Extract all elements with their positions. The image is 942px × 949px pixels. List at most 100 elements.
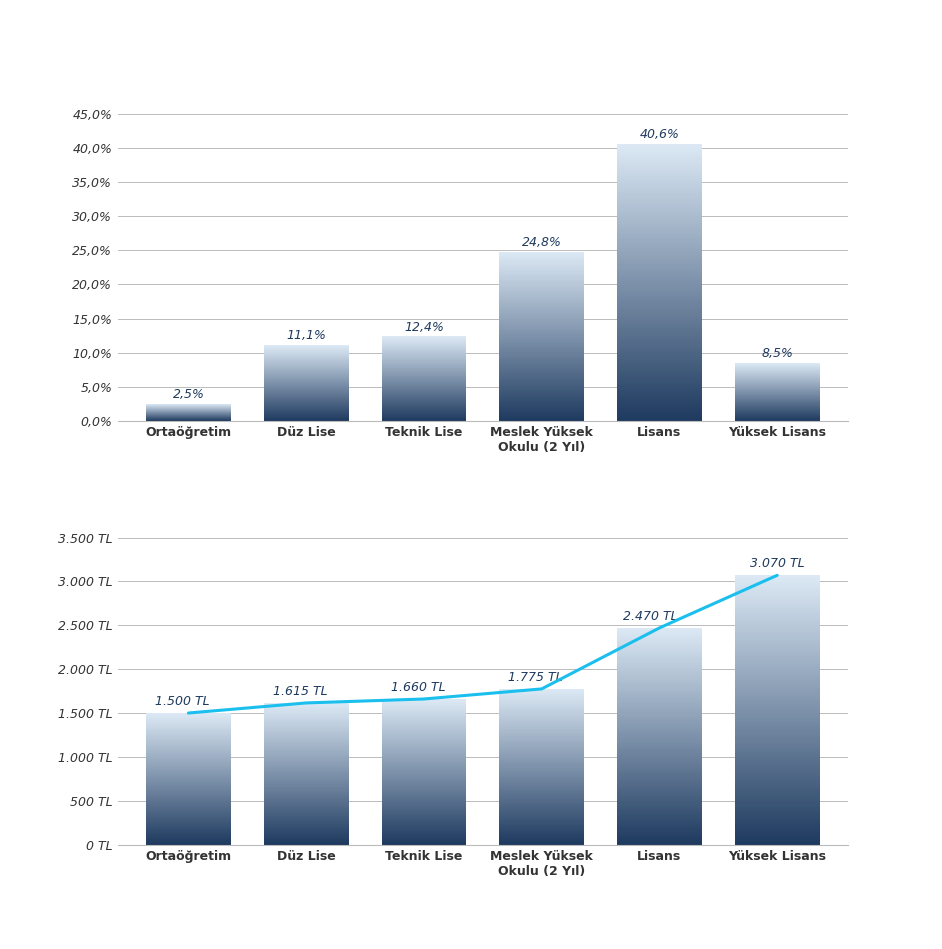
Bar	[499, 366, 584, 367]
Bar	[617, 407, 702, 408]
Bar	[617, 783, 702, 784]
Bar	[617, 231, 702, 233]
Bar	[617, 722, 702, 723]
Bar	[617, 275, 702, 277]
Bar	[499, 288, 584, 289]
Bar	[735, 657, 820, 659]
Text: 11,1%: 11,1%	[286, 329, 326, 343]
Bar	[617, 363, 702, 364]
Bar	[499, 417, 584, 418]
Bar	[617, 354, 702, 356]
Bar	[617, 341, 702, 342]
Bar	[499, 328, 584, 329]
Bar	[735, 637, 820, 639]
Bar	[735, 832, 820, 834]
Bar	[617, 158, 702, 160]
Bar	[735, 640, 820, 642]
Bar	[617, 365, 702, 367]
Bar	[499, 341, 584, 342]
Bar	[735, 823, 820, 825]
Bar	[735, 720, 820, 722]
Bar	[499, 396, 584, 397]
Bar	[735, 634, 820, 636]
Bar	[735, 674, 820, 675]
Bar	[735, 624, 820, 626]
Bar	[617, 350, 702, 352]
Bar	[499, 370, 584, 371]
Bar	[617, 736, 702, 737]
Bar	[499, 404, 584, 405]
Bar	[617, 418, 702, 419]
Bar	[617, 653, 702, 654]
Bar	[499, 405, 584, 406]
Bar	[735, 650, 820, 652]
Bar	[617, 747, 702, 748]
Bar	[735, 690, 820, 691]
Bar	[499, 357, 584, 358]
Bar	[499, 315, 584, 316]
Bar	[617, 639, 702, 640]
Bar	[735, 836, 820, 838]
Bar	[617, 351, 702, 353]
Bar	[735, 664, 820, 665]
Bar	[617, 693, 702, 694]
Bar	[617, 768, 702, 769]
Bar	[617, 760, 702, 761]
Bar	[617, 194, 702, 195]
Bar	[617, 207, 702, 209]
Bar	[617, 378, 702, 380]
Bar	[499, 261, 584, 262]
Bar	[499, 284, 584, 285]
Bar	[499, 362, 584, 363]
Bar	[617, 184, 702, 185]
Bar	[499, 373, 584, 374]
Bar	[617, 314, 702, 316]
Bar	[735, 692, 820, 694]
Bar	[735, 765, 820, 767]
Bar	[617, 652, 702, 653]
Bar	[617, 251, 702, 253]
Bar	[617, 744, 702, 745]
Bar	[735, 602, 820, 604]
Bar	[617, 285, 702, 287]
Bar	[499, 279, 584, 281]
Bar	[735, 787, 820, 788]
Bar	[617, 202, 702, 203]
Bar	[617, 217, 702, 218]
Bar	[617, 227, 702, 229]
Bar	[617, 765, 702, 767]
Bar	[735, 769, 820, 771]
Bar	[499, 333, 584, 334]
Bar	[499, 282, 584, 283]
Bar	[735, 698, 820, 700]
Bar	[617, 745, 702, 746]
Bar	[735, 666, 820, 668]
Bar	[499, 318, 584, 319]
Bar	[617, 784, 702, 785]
Bar	[617, 806, 702, 807]
Bar	[735, 586, 820, 587]
Bar	[617, 256, 702, 257]
Bar	[735, 784, 820, 786]
Bar	[617, 241, 702, 242]
Bar	[499, 361, 584, 362]
Bar	[617, 323, 702, 324]
Bar	[617, 177, 702, 178]
Bar	[617, 266, 702, 268]
Bar	[735, 632, 820, 633]
Bar	[617, 417, 702, 419]
Bar	[617, 209, 702, 211]
Bar	[617, 748, 702, 750]
Bar	[735, 772, 820, 773]
Bar	[499, 346, 584, 347]
Bar	[617, 663, 702, 664]
Bar	[617, 347, 702, 349]
Bar	[499, 360, 584, 361]
Bar	[617, 306, 702, 307]
Bar	[499, 378, 584, 379]
Bar	[499, 404, 584, 405]
Bar	[499, 379, 584, 380]
Bar	[617, 771, 702, 772]
Bar	[499, 364, 584, 365]
Bar	[617, 737, 702, 738]
